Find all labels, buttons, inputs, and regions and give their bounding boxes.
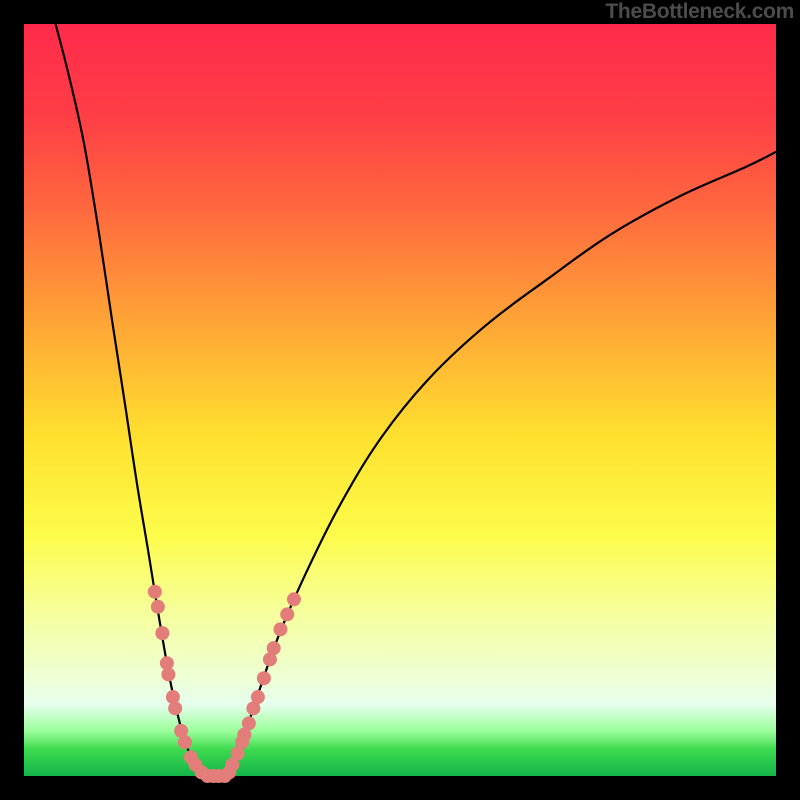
watermark-text: TheBottleneck.com [605, 0, 794, 24]
chart-svg [0, 0, 800, 800]
bottleneck-chart: TheBottleneck.com [0, 0, 800, 800]
